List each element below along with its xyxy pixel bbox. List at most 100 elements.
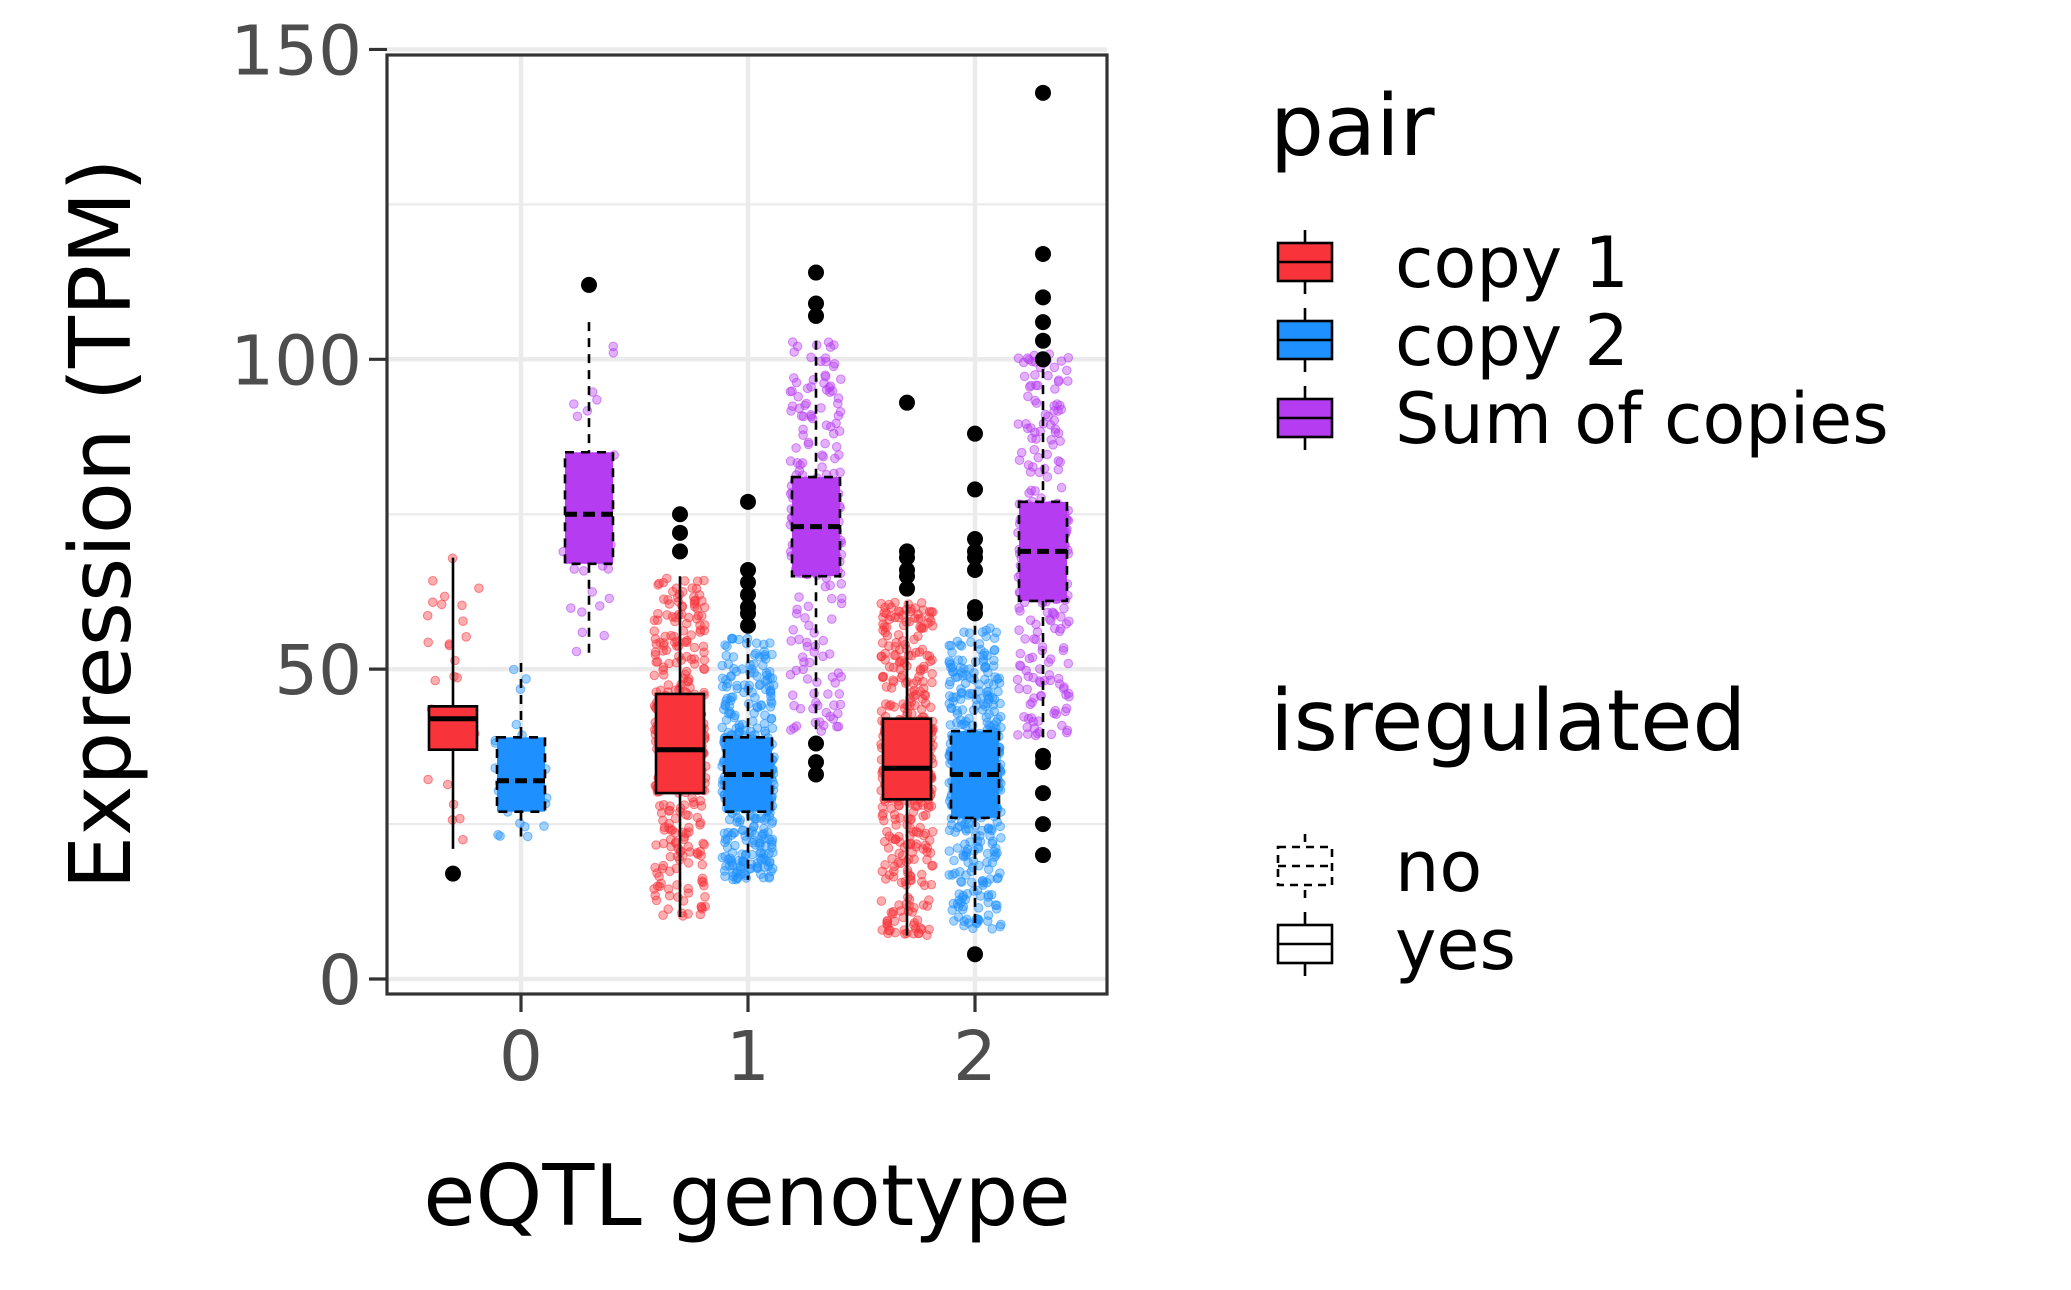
outlier-point bbox=[1035, 314, 1051, 331]
jitter-point bbox=[983, 667, 993, 678]
jitter-point bbox=[1063, 658, 1074, 669]
jitter-point bbox=[659, 670, 669, 680]
jitter-point bbox=[653, 580, 663, 590]
jitter-point bbox=[995, 821, 1006, 832]
jitter-point bbox=[816, 403, 826, 413]
jitter-point bbox=[882, 920, 893, 931]
jitter-point bbox=[944, 846, 955, 856]
jitter-point bbox=[682, 635, 692, 646]
jitter-point bbox=[882, 826, 892, 837]
jitter-point bbox=[695, 820, 705, 830]
jitter-point bbox=[655, 801, 665, 811]
jitter-point bbox=[928, 860, 938, 871]
y-tick-label: 50 bbox=[274, 631, 362, 711]
jitter-point bbox=[877, 811, 888, 821]
jitter-point bbox=[428, 576, 438, 586]
jitter-point bbox=[820, 438, 830, 449]
jitter-point bbox=[946, 703, 957, 713]
jitter-point bbox=[1050, 427, 1061, 438]
jitter-point bbox=[1054, 375, 1064, 386]
jitter-point bbox=[909, 634, 919, 645]
jitter-point bbox=[886, 683, 897, 693]
jitter-point bbox=[749, 668, 759, 678]
outlier-point bbox=[672, 524, 688, 541]
jitter-point bbox=[439, 591, 450, 602]
jitter-point bbox=[423, 637, 434, 648]
jitter-point bbox=[877, 638, 888, 648]
jitter-point bbox=[423, 774, 433, 785]
jitter-point bbox=[692, 812, 703, 823]
jitter-point bbox=[1058, 643, 1069, 653]
jitter-point bbox=[944, 640, 955, 651]
outlier-point bbox=[967, 946, 983, 963]
jitter-point bbox=[684, 674, 694, 684]
jitter-point bbox=[944, 870, 955, 880]
jitter-point bbox=[823, 689, 833, 699]
outlier-point bbox=[1035, 84, 1051, 101]
jitter-point bbox=[727, 858, 737, 868]
outlier-point bbox=[967, 599, 983, 616]
jitter-point bbox=[991, 904, 1002, 914]
jitter-point bbox=[821, 385, 832, 395]
box bbox=[881, 717, 933, 801]
jitter-point bbox=[422, 610, 433, 621]
jitter-point bbox=[817, 462, 827, 472]
jitter-point bbox=[699, 839, 710, 850]
jitter-point bbox=[833, 398, 843, 409]
jitter-point bbox=[1015, 661, 1026, 671]
jitter-point bbox=[728, 692, 738, 702]
jitter-point bbox=[916, 924, 927, 935]
jitter-point bbox=[1033, 452, 1044, 463]
jitter-point bbox=[566, 603, 576, 613]
jitter-point bbox=[957, 719, 967, 730]
jitter-point bbox=[1022, 423, 1033, 434]
jitter-point bbox=[895, 607, 905, 617]
jitter-point bbox=[834, 426, 845, 436]
jitter-point bbox=[755, 838, 765, 848]
outlier-point bbox=[581, 276, 597, 293]
jitter-point bbox=[924, 835, 935, 846]
jitter-point bbox=[927, 621, 938, 631]
jitter-point bbox=[831, 442, 842, 452]
jitter-point bbox=[750, 692, 760, 703]
jitter-point bbox=[649, 626, 660, 636]
jitter-point bbox=[786, 636, 797, 646]
jitter-point bbox=[756, 869, 766, 880]
jitter-point bbox=[829, 359, 840, 369]
jitter-point bbox=[948, 898, 959, 909]
jitter-point bbox=[1063, 688, 1074, 699]
jitter-point bbox=[789, 373, 799, 383]
jitter-point bbox=[1023, 671, 1034, 682]
jitter-point bbox=[834, 689, 845, 699]
jitter-point bbox=[890, 641, 901, 652]
jitter-point bbox=[569, 564, 580, 574]
jitter-point bbox=[915, 622, 925, 632]
jitter-point bbox=[1027, 652, 1038, 663]
legend-title-pair: pair bbox=[1270, 77, 1435, 176]
jitter-point bbox=[908, 691, 919, 702]
jitter-point bbox=[963, 818, 974, 829]
jitter-point bbox=[699, 655, 710, 665]
x-tick-label: 1 bbox=[726, 1017, 770, 1097]
jitter-point bbox=[983, 864, 994, 875]
jitter-point bbox=[886, 907, 897, 918]
jitter-point bbox=[683, 858, 694, 868]
jitter-point bbox=[887, 853, 897, 864]
jitter-point bbox=[949, 855, 959, 866]
jitter-point bbox=[909, 902, 919, 913]
jitter-point bbox=[916, 704, 927, 715]
jitter-point bbox=[1013, 730, 1023, 740]
jitter-point bbox=[735, 864, 746, 875]
jitter-point bbox=[689, 654, 700, 664]
jitter-point bbox=[662, 573, 672, 584]
jitter-point bbox=[732, 812, 743, 823]
jitter-point bbox=[915, 613, 926, 624]
jitter-point bbox=[523, 831, 533, 842]
jitter-point bbox=[878, 612, 888, 623]
jitter-point bbox=[798, 430, 808, 441]
jitter-point bbox=[442, 779, 453, 790]
jitter-point bbox=[698, 641, 709, 652]
jitter-point bbox=[720, 871, 730, 882]
jitter-point bbox=[760, 650, 770, 660]
jitter-point bbox=[595, 601, 605, 611]
